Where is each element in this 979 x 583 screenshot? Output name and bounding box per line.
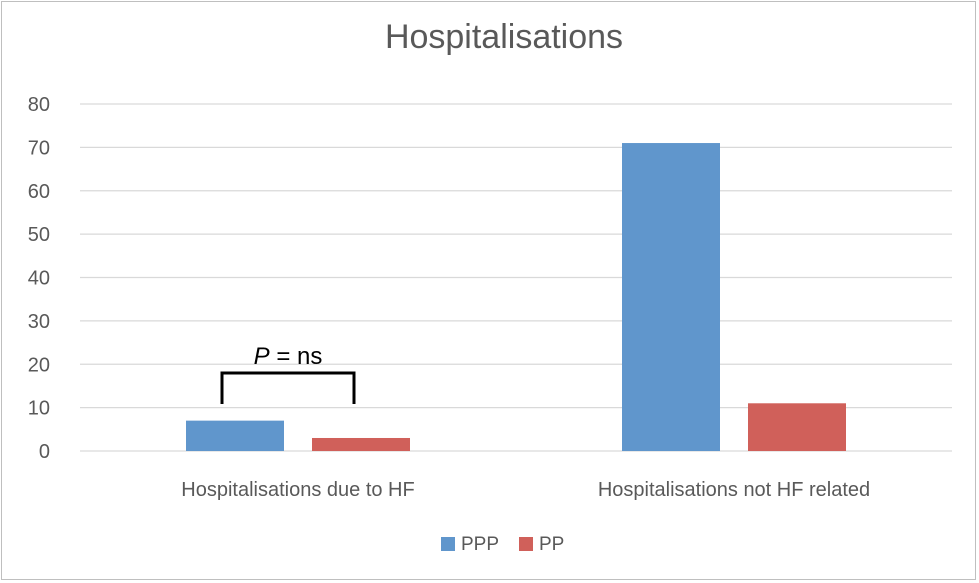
gridlines bbox=[80, 103, 952, 452]
p-value-text: = ns bbox=[270, 343, 323, 370]
x-category-label: Hospitalisations due to HF bbox=[181, 479, 414, 501]
bar-ppp-1 bbox=[622, 143, 720, 451]
y-tick-label: 30 bbox=[28, 311, 50, 333]
y-axis-ticks: 0 10 20 30 40 50 60 70 80 bbox=[28, 94, 50, 463]
p-symbol: P bbox=[254, 343, 270, 370]
y-tick-label: 50 bbox=[28, 224, 50, 246]
legend: PPP PP bbox=[441, 534, 564, 555]
legend-label-ppp: PPP bbox=[461, 534, 499, 555]
y-tick-label: 20 bbox=[28, 354, 50, 376]
bar-pp-0 bbox=[312, 437, 410, 451]
y-tick-label: 80 bbox=[28, 94, 50, 116]
legend-label-pp: PP bbox=[539, 534, 564, 555]
significance-annotation: P = ns bbox=[220, 343, 356, 404]
y-tick-label: 0 bbox=[39, 441, 50, 463]
y-tick-label: 40 bbox=[28, 268, 50, 290]
p-value-label: P = ns bbox=[254, 343, 323, 370]
bar-pp-1 bbox=[748, 403, 846, 451]
legend-swatch-ppp bbox=[441, 537, 455, 551]
bar-ppp-0 bbox=[186, 420, 284, 451]
chart-title: Hospitalisations bbox=[385, 18, 623, 56]
significance-bracket bbox=[220, 371, 356, 404]
x-category-label: Hospitalisations not HF related bbox=[598, 479, 870, 501]
bars bbox=[186, 143, 846, 451]
y-tick-label: 70 bbox=[28, 137, 50, 159]
y-tick-label: 10 bbox=[28, 398, 50, 420]
x-axis-categories: Hospitalisations due to HF Hospitalisatio… bbox=[181, 479, 870, 501]
y-tick-label: 60 bbox=[28, 181, 50, 203]
legend-swatch-pp bbox=[519, 537, 533, 551]
